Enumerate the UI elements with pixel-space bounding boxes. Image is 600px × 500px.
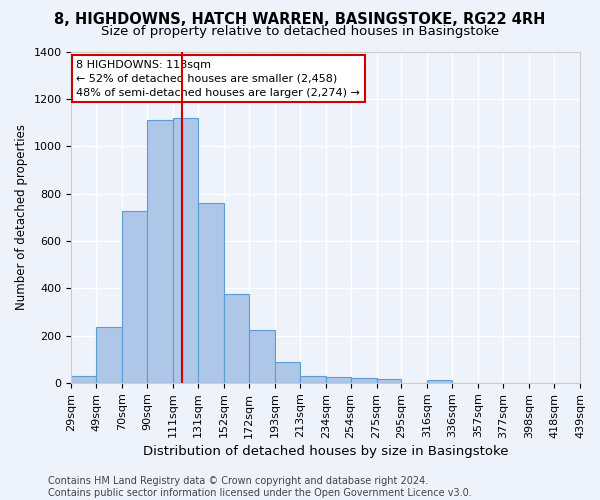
Text: Size of property relative to detached houses in Basingstoke: Size of property relative to detached ho… [101, 25, 499, 38]
Text: 8, HIGHDOWNS, HATCH WARREN, BASINGSTOKE, RG22 4RH: 8, HIGHDOWNS, HATCH WARREN, BASINGSTOKE,… [55, 12, 545, 28]
Bar [96, 327, 122, 383]
Bar [326, 377, 350, 383]
Bar [299, 376, 326, 383]
Bar [427, 380, 452, 383]
Bar [122, 211, 147, 383]
Text: Contains HM Land Registry data © Crown copyright and database right 2024.
Contai: Contains HM Land Registry data © Crown c… [48, 476, 472, 498]
Bar [249, 330, 275, 383]
X-axis label: Distribution of detached houses by size in Basingstoke: Distribution of detached houses by size … [143, 444, 508, 458]
Bar [147, 120, 173, 383]
Bar [71, 376, 96, 383]
Bar [224, 294, 249, 383]
Bar [275, 362, 299, 383]
Bar [350, 378, 377, 383]
Bar [198, 203, 224, 383]
Bar [173, 118, 198, 383]
Bar [377, 380, 401, 383]
Y-axis label: Number of detached properties: Number of detached properties [15, 124, 28, 310]
Text: 8 HIGHDOWNS: 118sqm
← 52% of detached houses are smaller (2,458)
48% of semi-det: 8 HIGHDOWNS: 118sqm ← 52% of detached ho… [76, 60, 361, 98]
